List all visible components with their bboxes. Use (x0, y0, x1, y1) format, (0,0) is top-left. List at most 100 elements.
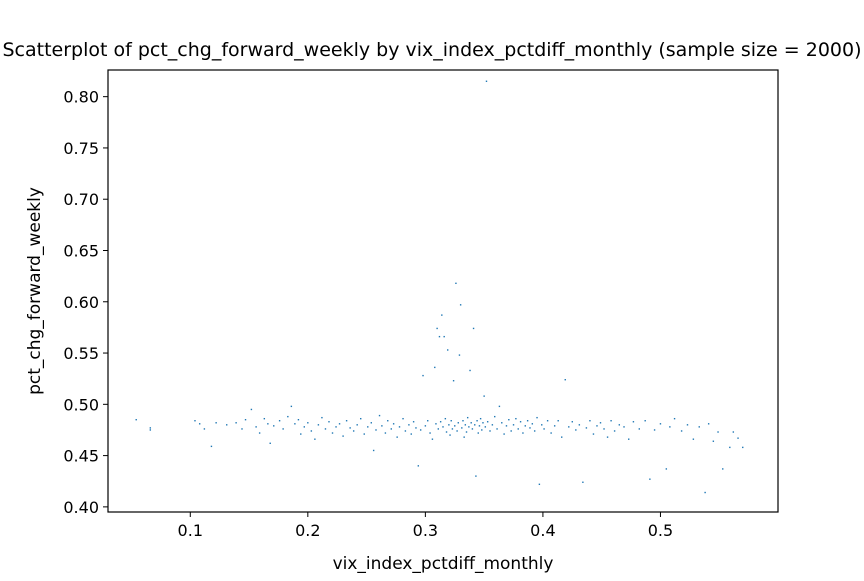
y-axis: 0.40 0.45 0.50 0.55 0.60 0.65 0.70 0.75 0.80 (63, 88, 108, 517)
data-point (541, 424, 543, 426)
data-point (378, 414, 381, 417)
data-point (451, 428, 454, 430)
data-point (198, 423, 201, 425)
data-point (415, 427, 417, 429)
data-point (568, 426, 570, 428)
data-point (149, 429, 152, 431)
data-point (632, 421, 635, 423)
data-point (665, 468, 668, 470)
data-point (517, 428, 519, 430)
data-points (135, 80, 744, 494)
data-point (356, 424, 358, 426)
data-point (653, 429, 656, 431)
data-point (717, 431, 719, 433)
data-point (712, 440, 715, 442)
data-point (589, 420, 591, 422)
data-point (585, 427, 588, 429)
data-point (437, 428, 439, 430)
y-tick-label: 0.65 (63, 241, 99, 260)
data-point (533, 430, 536, 432)
data-point (267, 423, 269, 425)
x-tick-label: 0.5 (648, 521, 673, 540)
data-point (335, 426, 337, 428)
data-point (408, 424, 410, 426)
data-point (501, 422, 503, 424)
data-point (680, 430, 683, 432)
data-point (478, 425, 481, 427)
data-point (628, 438, 630, 440)
data-point (503, 433, 505, 435)
data-point (444, 417, 447, 420)
data-point (485, 80, 488, 82)
data-point (307, 422, 309, 424)
data-point (623, 426, 625, 428)
data-point (342, 435, 344, 437)
data-point (482, 422, 484, 424)
data-point (510, 430, 512, 432)
data-point (536, 416, 538, 419)
data-point (194, 420, 196, 422)
data-point (390, 428, 392, 430)
data-point (529, 427, 531, 429)
data-point (241, 428, 243, 430)
data-point (531, 423, 534, 425)
data-point (686, 424, 689, 426)
data-point (486, 421, 489, 423)
data-point (737, 437, 739, 439)
data-point (491, 424, 494, 426)
x-tick-label: 0.3 (413, 521, 438, 540)
data-point (445, 431, 448, 433)
data-point (297, 419, 300, 421)
data-point (436, 327, 438, 330)
data-point (215, 422, 217, 424)
data-point (468, 426, 470, 428)
data-point (269, 442, 271, 444)
data-point (475, 475, 477, 477)
data-point (392, 423, 395, 425)
y-tick-label: 0.70 (63, 190, 99, 209)
data-point (692, 438, 695, 440)
data-point (370, 422, 372, 424)
y-tick-label: 0.75 (63, 139, 99, 158)
data-point (338, 423, 341, 425)
data-point (273, 425, 275, 427)
data-point (352, 430, 355, 432)
data-point (398, 426, 401, 428)
data-point (349, 427, 351, 429)
data-point (704, 491, 706, 494)
data-point (287, 415, 289, 418)
data-point (448, 424, 450, 426)
data-point (429, 432, 431, 434)
data-point (561, 436, 563, 438)
data-point (578, 424, 581, 426)
data-point (508, 419, 510, 421)
data-point (673, 417, 676, 420)
data-point (512, 424, 515, 426)
data-point (456, 430, 458, 432)
data-point (439, 421, 442, 423)
data-point (443, 335, 445, 338)
y-tick-label: 0.50 (63, 395, 99, 414)
data-point (314, 438, 316, 440)
data-point (519, 421, 522, 423)
data-point (244, 419, 247, 421)
data-point (387, 420, 389, 422)
data-point (442, 426, 444, 428)
data-point (452, 380, 455, 382)
data-point (638, 428, 640, 430)
data-point (524, 425, 526, 427)
data-point (470, 422, 472, 424)
data-point (424, 425, 427, 427)
data-point (310, 430, 313, 432)
data-point (250, 408, 253, 411)
data-point (278, 420, 281, 422)
data-point (477, 432, 479, 434)
data-point (458, 354, 461, 356)
data-point (618, 424, 621, 426)
data-point (557, 420, 559, 422)
data-point (469, 369, 471, 372)
data-point (571, 421, 573, 423)
data-point (203, 428, 206, 430)
